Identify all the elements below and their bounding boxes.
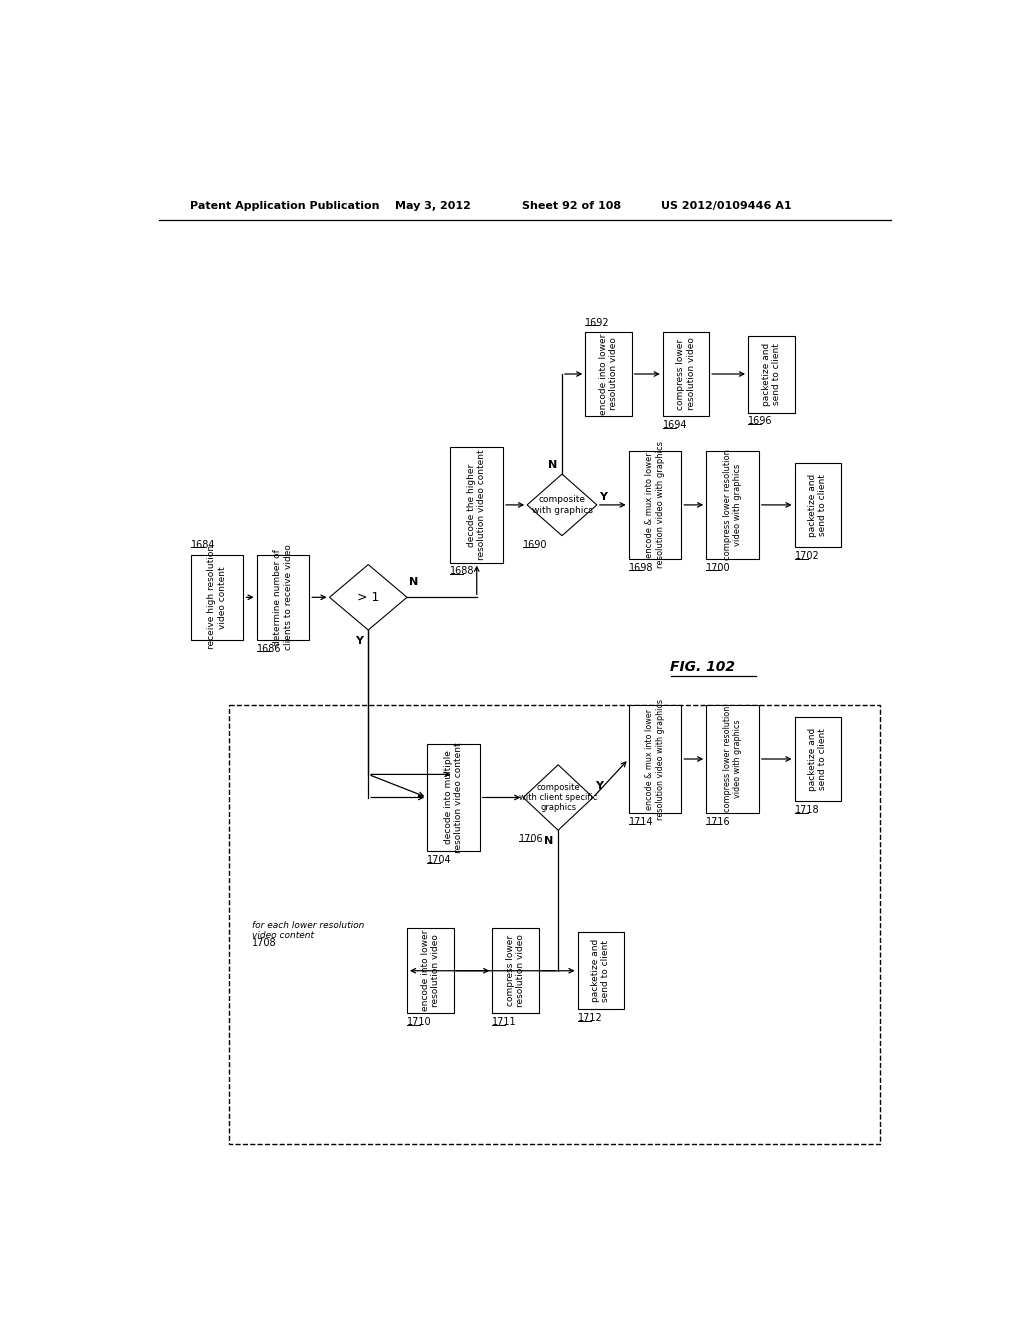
Text: decode into multiple
resolution video content: decode into multiple resolution video co… xyxy=(443,742,463,853)
Text: 1712: 1712 xyxy=(578,1014,602,1023)
Bar xyxy=(407,928,454,1014)
Text: compress lower
resolution video: compress lower resolution video xyxy=(506,935,525,1007)
Text: composite
with graphics: composite with graphics xyxy=(531,495,593,515)
Bar xyxy=(629,451,681,558)
Text: receive high resolution
video content: receive high resolution video content xyxy=(208,545,227,649)
Text: 1706: 1706 xyxy=(519,834,544,843)
Polygon shape xyxy=(523,764,593,830)
Text: Sheet 92 of 108: Sheet 92 of 108 xyxy=(521,201,621,211)
Bar xyxy=(228,705,880,1144)
Bar xyxy=(748,335,795,412)
Text: 1694: 1694 xyxy=(663,420,687,430)
Text: 1704: 1704 xyxy=(427,855,452,865)
Polygon shape xyxy=(527,474,597,536)
Text: 1702: 1702 xyxy=(795,552,819,561)
Bar xyxy=(451,447,503,562)
Bar xyxy=(427,743,480,851)
Text: 1708: 1708 xyxy=(252,939,276,948)
Text: encode & mux into lower
resolution video with graphics: encode & mux into lower resolution video… xyxy=(645,441,665,569)
Text: 1688: 1688 xyxy=(451,566,475,577)
Text: compress lower
resolution video: compress lower resolution video xyxy=(676,338,695,411)
Bar xyxy=(795,462,841,548)
Text: 1690: 1690 xyxy=(523,540,548,549)
Text: 1698: 1698 xyxy=(629,562,653,573)
Bar xyxy=(578,932,624,1010)
Bar xyxy=(795,717,841,801)
Bar xyxy=(257,554,309,640)
Text: 1714: 1714 xyxy=(629,817,653,826)
Text: composite
with client specific
graphics: composite with client specific graphics xyxy=(519,783,597,812)
Polygon shape xyxy=(330,565,407,630)
Text: for each lower resolution
video content: for each lower resolution video content xyxy=(252,921,365,940)
Text: 1684: 1684 xyxy=(190,540,215,549)
Text: 1711: 1711 xyxy=(493,1016,517,1027)
Bar xyxy=(190,554,244,640)
Text: encode into lower
resolution video: encode into lower resolution video xyxy=(599,334,618,414)
Bar xyxy=(629,705,681,813)
Text: packetize and
send to client: packetize and send to client xyxy=(808,727,827,791)
Text: encode & mux into lower
resolution video with graphics: encode & mux into lower resolution video… xyxy=(645,698,665,820)
Text: N: N xyxy=(548,459,557,470)
Text: decode the higher
resolution video content: decode the higher resolution video conte… xyxy=(467,450,486,560)
Text: 1686: 1686 xyxy=(257,644,282,653)
Text: Y: Y xyxy=(599,492,607,502)
Bar xyxy=(707,705,759,813)
Bar xyxy=(663,331,710,416)
Text: 1716: 1716 xyxy=(707,817,731,826)
Text: packetize and
send to client: packetize and send to client xyxy=(591,939,610,1002)
Text: compress lower resolution
video with graphics: compress lower resolution video with gra… xyxy=(723,706,742,812)
Text: Patent Application Publication: Patent Application Publication xyxy=(190,201,380,211)
Text: packetize and
send to client: packetize and send to client xyxy=(762,342,781,405)
Bar xyxy=(493,928,539,1014)
Text: N: N xyxy=(409,577,418,587)
Text: 1718: 1718 xyxy=(795,805,819,816)
Text: packetize and
send to client: packetize and send to client xyxy=(808,474,827,536)
Text: 1696: 1696 xyxy=(748,416,772,426)
Text: compress lower resolution
video with graphics: compress lower resolution video with gra… xyxy=(723,449,742,561)
Text: May 3, 2012: May 3, 2012 xyxy=(395,201,471,211)
Text: encode into lower
resolution video: encode into lower resolution video xyxy=(421,931,440,1011)
Bar xyxy=(707,451,759,558)
Text: FIG. 102: FIG. 102 xyxy=(671,660,735,673)
Text: > 1: > 1 xyxy=(357,591,380,603)
Text: 1710: 1710 xyxy=(407,1016,432,1027)
Text: US 2012/0109446 A1: US 2012/0109446 A1 xyxy=(662,201,792,211)
Text: N: N xyxy=(544,837,553,846)
Bar xyxy=(586,331,632,416)
Text: 1700: 1700 xyxy=(707,562,731,573)
Text: Y: Y xyxy=(595,781,603,791)
Text: Y: Y xyxy=(355,636,362,647)
Text: determine number of
clients to receive video: determine number of clients to receive v… xyxy=(273,544,293,651)
Text: 1692: 1692 xyxy=(586,318,610,327)
